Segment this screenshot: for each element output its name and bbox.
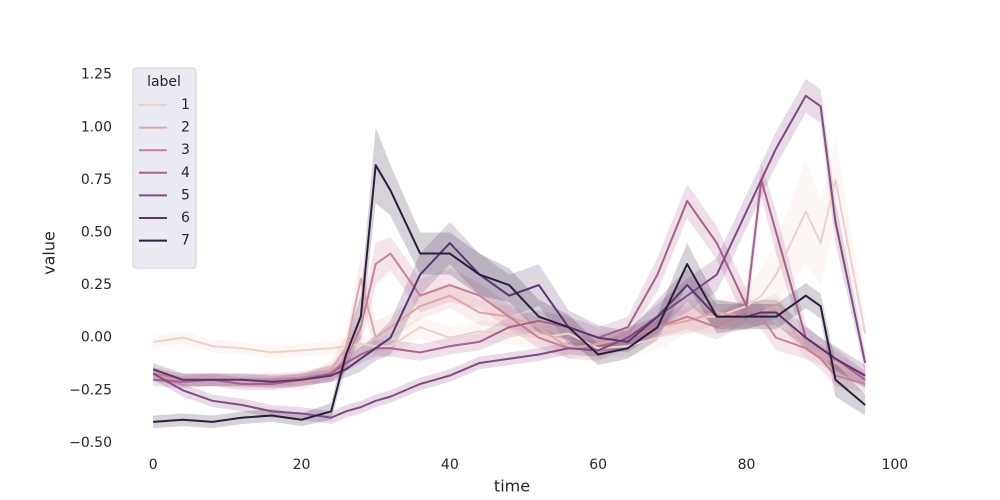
series-line bbox=[153, 178, 867, 354]
x-tick-label: 60 bbox=[589, 457, 607, 473]
y-tick-label: −0.50 bbox=[69, 435, 112, 451]
legend-label: 2 bbox=[181, 120, 190, 136]
confidence-band bbox=[153, 236, 866, 393]
series-line bbox=[153, 164, 866, 423]
legend-title: label bbox=[147, 74, 181, 90]
x-tick-label: 0 bbox=[149, 457, 158, 473]
confidence-band bbox=[153, 137, 866, 359]
y-axis-label: value bbox=[40, 231, 59, 275]
series-line bbox=[152, 252, 866, 385]
legend-label: 7 bbox=[181, 233, 190, 249]
legend-label: 3 bbox=[181, 142, 190, 158]
x-tick-label: 40 bbox=[441, 457, 459, 473]
y-tick-label: 0.75 bbox=[81, 172, 112, 188]
confidence-band bbox=[153, 221, 866, 389]
legend-label: 4 bbox=[181, 165, 190, 181]
y-tick-label: 0.25 bbox=[81, 277, 112, 293]
x-axis-label: time bbox=[494, 477, 530, 496]
series-line bbox=[152, 242, 866, 383]
y-tick-label: 1.00 bbox=[81, 119, 112, 135]
y-tick-label: −0.25 bbox=[69, 382, 112, 398]
legend-label: 1 bbox=[181, 97, 190, 113]
x-tick-label: 100 bbox=[881, 457, 908, 473]
confidence-band bbox=[153, 127, 866, 429]
y-tick-label: 1.25 bbox=[81, 67, 112, 83]
confidence-band bbox=[153, 78, 866, 424]
x-tick-label: 80 bbox=[738, 457, 756, 473]
legend-label: 5 bbox=[181, 187, 190, 203]
series-line bbox=[152, 94, 867, 419]
y-tick-label: 0.00 bbox=[81, 330, 112, 346]
legend-label: 6 bbox=[181, 210, 190, 226]
confidence-band bbox=[153, 257, 866, 391]
x-tick-label: 20 bbox=[293, 457, 311, 473]
y-tick-label: 0.50 bbox=[81, 225, 112, 241]
